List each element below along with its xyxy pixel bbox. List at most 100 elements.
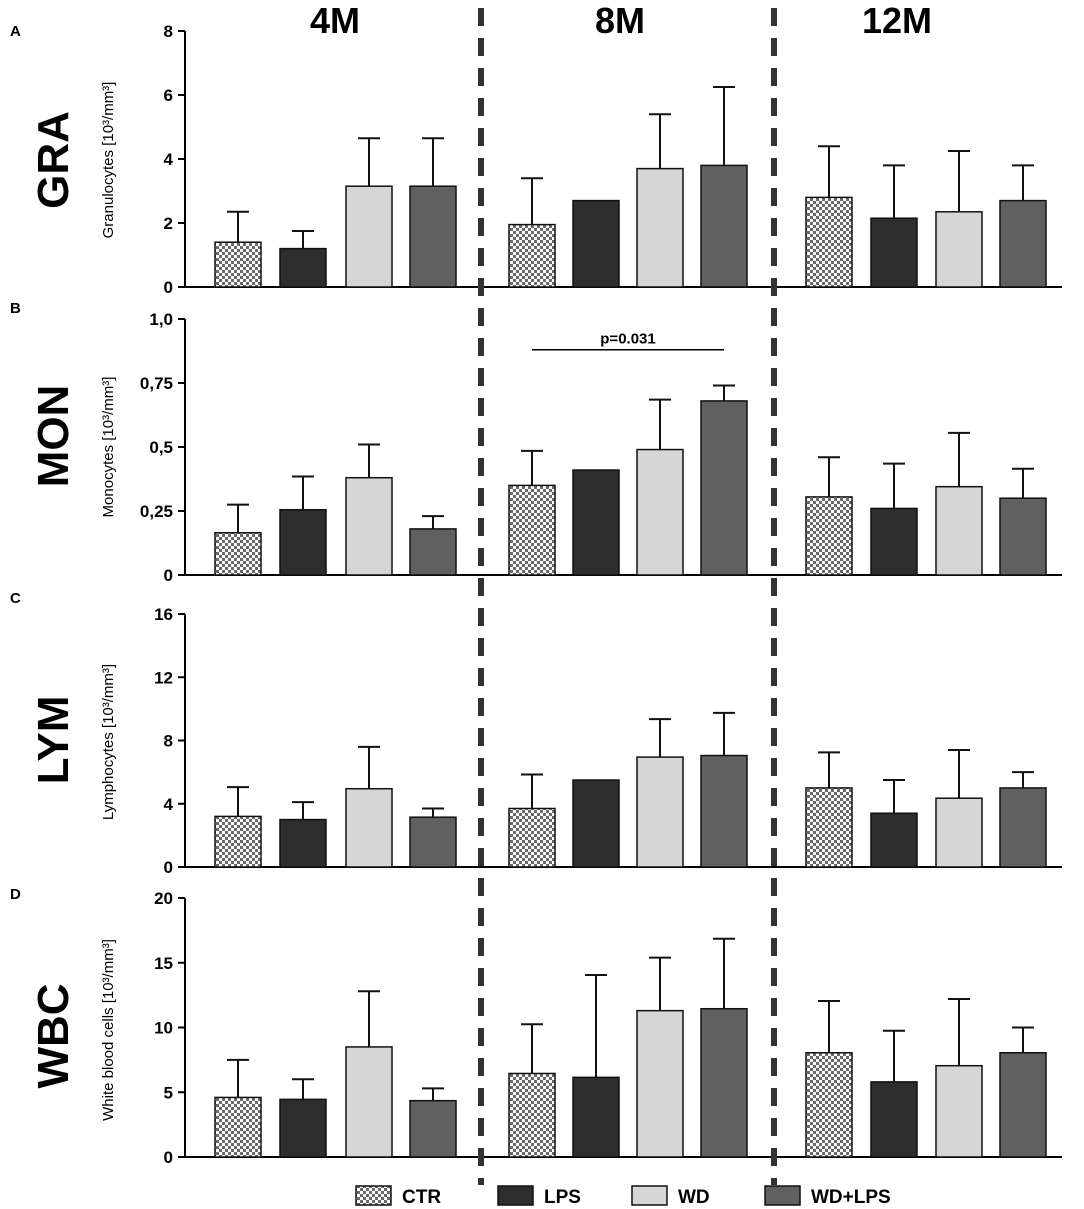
period-headers: 4M 8M 12M [310, 0, 932, 41]
row-label-wbc: WBC [29, 983, 78, 1088]
y-tick-label-mon: 0,25 [140, 502, 173, 521]
legend-swatch-wd [631, 1185, 668, 1206]
panel-letter-lym: C [10, 590, 21, 607]
legend-item-ctr: CTR [355, 1185, 441, 1208]
row-label-lym: LYM [29, 696, 78, 785]
bar-wbc-12m-ctr [805, 1052, 853, 1158]
panel-mon: B MON Monocytes [10³/mm³] 0 0,25 0,5 0,75 1,0 p=… [10, 300, 1062, 585]
y-tick-label-gra: 8 [164, 22, 173, 41]
bar-lym-8m-wd [636, 756, 684, 868]
panel-lym: C LYM Lymphocytes [10³/mm³] 0 4 8 12 16 [10, 590, 1062, 877]
y-tick-label-lym: 12 [154, 668, 173, 687]
bar-gra-4m-ctr [214, 241, 262, 288]
bar-mon-4m-wd-lps [409, 528, 457, 576]
bar-mon-4m-wd [345, 476, 393, 576]
y-tick-label-wbc: 0 [164, 1148, 173, 1167]
y-tick-label-gra: 6 [164, 86, 173, 105]
bar-gra-8m-wd [636, 167, 684, 288]
bar-wbc-4m-wd-lps [409, 1099, 457, 1158]
y-axis-label-mon: Monocytes [10³/mm³] [100, 377, 117, 518]
y-tick-label-wbc: 15 [154, 954, 173, 973]
bar-mon-8m-wd-lps [700, 400, 748, 576]
bar-lym-12m-wd [935, 797, 983, 868]
legend-label-ctr: CTR [402, 1187, 441, 1208]
row-label-gra: GRA [29, 111, 78, 209]
legend-label-lps: LPS [544, 1187, 581, 1208]
y-tick-label-wbc: 10 [154, 1019, 173, 1038]
bar-lym-12m-wd-lps [999, 787, 1047, 868]
bar-gra-8m-lps [572, 199, 620, 288]
bar-wbc-4m-lps [279, 1098, 327, 1158]
y-tick-label-mon: 0 [164, 566, 173, 585]
bar-lym-4m-wd [345, 787, 393, 868]
bar-lym-12m-lps [870, 812, 918, 868]
bar-mon-12m-ctr [805, 496, 853, 576]
bar-mon-12m-wd-lps [999, 497, 1047, 576]
y-axis-label-wbc: White blood cells [10³/mm³] [100, 939, 117, 1121]
legend: CTR LPS WD WD+LPS [355, 1185, 891, 1208]
period-label-12m: 12M [862, 0, 932, 41]
bar-wbc-12m-lps [870, 1081, 918, 1158]
bar-gra-4m-lps [279, 247, 327, 288]
panel-letter-wbc: D [10, 886, 21, 903]
y-tick-label-gra: 0 [164, 278, 173, 297]
bar-gra-8m-ctr [508, 223, 556, 288]
panels: A GRA Granulocytes [10³/mm³] 0 2 4 6 8 B MON Monoc… [10, 22, 1062, 1167]
legend-item-wd-lps: WD+LPS [764, 1185, 891, 1208]
bar-mon-12m-lps [870, 507, 918, 576]
bar-gra-12m-ctr [805, 196, 853, 288]
legend-swatch-wd-lps [764, 1185, 801, 1206]
bar-gra-4m-wd [345, 185, 393, 288]
legend-swatch-ctr [355, 1185, 392, 1206]
bar-gra-12m-wd-lps [999, 199, 1047, 288]
period-label-4m: 4M [310, 0, 360, 41]
y-tick-label-lym: 8 [164, 732, 173, 751]
bar-lym-8m-lps [572, 779, 620, 868]
period-label-8m: 8M [595, 0, 645, 41]
y-tick-label-wbc: 5 [164, 1083, 173, 1102]
bar-lym-8m-ctr [508, 807, 556, 868]
bar-wbc-8m-lps [572, 1076, 620, 1158]
bar-lym-4m-wd-lps [409, 816, 457, 868]
y-tick-label-mon: 1,0 [149, 310, 173, 329]
y-tick-label-gra: 2 [164, 214, 173, 233]
y-tick-label-gra: 4 [164, 150, 174, 169]
panel-letter-mon: B [10, 300, 21, 317]
bar-wbc-8m-wd-lps [700, 1007, 748, 1158]
y-tick-label-lym: 0 [164, 858, 173, 877]
legend-label-wd-lps: WD+LPS [811, 1187, 891, 1208]
bar-wbc-12m-wd-lps [999, 1052, 1047, 1158]
bar-lym-4m-lps [279, 818, 327, 868]
bar-mon-8m-lps [572, 469, 620, 576]
bar-wbc-8m-wd [636, 1009, 684, 1158]
bar-lym-4m-ctr [214, 815, 262, 868]
y-tick-label-wbc: 20 [154, 889, 173, 908]
bar-mon-8m-ctr [508, 484, 556, 576]
bar-gra-4m-wd-lps [409, 185, 457, 288]
y-tick-label-lym: 4 [164, 795, 174, 814]
bar-lym-12m-ctr [805, 787, 853, 868]
y-tick-label-mon: 0,5 [149, 438, 173, 457]
bar-gra-12m-lps [870, 217, 918, 288]
bar-mon-4m-ctr [214, 532, 262, 576]
y-axis-label-gra: Granulocytes [10³/mm³] [100, 82, 117, 239]
y-tick-label-mon: 0,75 [140, 374, 173, 393]
legend-item-wd: WD [631, 1185, 710, 1208]
panel-gra: A GRA Granulocytes [10³/mm³] 0 2 4 6 8 [10, 22, 1062, 297]
significance-label-mon: p=0.031 [600, 331, 655, 348]
bar-mon-12m-wd [935, 485, 983, 576]
panel-wbc: D WBC White blood cells [10³/mm³] 0 5 10 15 20 [10, 886, 1062, 1167]
bar-wbc-4m-ctr [214, 1096, 262, 1158]
legend-swatch-lps [497, 1185, 534, 1206]
period-separators [478, 8, 777, 1185]
bar-wbc-12m-wd [935, 1064, 983, 1158]
y-axis-label-lym: Lymphocytes [10³/mm³] [100, 664, 117, 820]
row-label-mon: MON [29, 385, 78, 488]
bar-gra-8m-wd-lps [700, 164, 748, 288]
bar-lym-8m-wd-lps [700, 754, 748, 868]
legend-label-wd: WD [678, 1187, 710, 1208]
panel-letter-gra: A [10, 23, 21, 40]
bar-wbc-8m-ctr [508, 1072, 556, 1158]
